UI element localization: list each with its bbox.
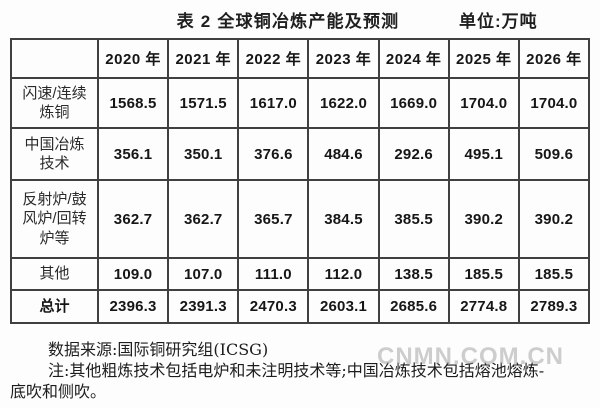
value-cell: 365.7 [237, 179, 310, 259]
value-cell: 2470.3 [237, 289, 310, 324]
value-cell: 2789.3 [517, 289, 591, 324]
table-row-other: 其他 109.0 107.0 111.0 112.0 138.5 185.5 1… [10, 257, 591, 291]
col-header-2020: 2020 年 [96, 38, 170, 79]
value-cell: 350.1 [167, 127, 240, 181]
value-cell: 484.6 [307, 127, 380, 181]
table-row-flash-continuous: 闪速/连续 炼铜 1568.5 1571.5 1617.0 1622.0 166… [10, 77, 591, 129]
value-cell: 2603.1 [307, 289, 380, 324]
unit-label: 单位:万吨 [459, 12, 538, 31]
value-cell: 495.1 [447, 127, 520, 181]
value-cell: 2685.6 [377, 289, 450, 324]
value-cell: 356.1 [96, 127, 170, 181]
row-label: 反射炉/鼓 风炉/回转 炉等 [10, 179, 99, 259]
value-cell: 107.0 [167, 257, 240, 291]
data-source-note: 数据来源:国际铜研究组(ICSG) [48, 340, 269, 359]
value-cell: 2396.3 [96, 289, 170, 324]
value-cell: 1704.0 [517, 77, 591, 129]
value-cell: 2391.3 [167, 289, 240, 324]
value-cell: 1622.0 [307, 77, 380, 129]
value-cell: 390.2 [517, 179, 591, 259]
value-cell: 1568.5 [96, 77, 170, 129]
value-cell: 1571.5 [167, 77, 240, 129]
value-cell: 509.6 [517, 127, 591, 181]
footnotes: 数据来源:国际铜研究组(ICSG) 注:其他粗炼技术包括电炉和未注明技术等;中国… [10, 339, 590, 402]
value-cell: 1617.0 [237, 77, 310, 129]
col-header-2024: 2024 年 [377, 38, 450, 79]
value-cell: 292.6 [377, 127, 450, 181]
value-cell: 376.6 [237, 127, 310, 181]
value-cell: 385.5 [377, 179, 450, 259]
col-header-2023: 2023 年 [307, 38, 380, 79]
row-label: 闪速/连续 炼铜 [10, 77, 99, 129]
row-label: 中国冶炼 技术 [10, 127, 99, 181]
technical-note: 注:其他粗炼技术包括电炉和未注明技术等;中国冶炼技术包括熔池熔炼- 底吹和侧吹。 [10, 361, 545, 401]
row-label: 其他 [10, 257, 99, 291]
value-cell: 390.2 [447, 179, 520, 259]
value-cell: 109.0 [96, 257, 170, 291]
table-row-reverberatory: 反射炉/鼓 风炉/回转 炉等 362.7 362.7 365.7 384.5 3… [10, 179, 591, 259]
value-cell: 138.5 [377, 257, 450, 291]
value-cell: 1704.0 [447, 77, 520, 129]
corner-cell [10, 38, 99, 79]
col-header-2025: 2025 年 [447, 38, 520, 79]
capacity-table: 2020 年 2021 年 2022 年 2023 年 2024 年 2025 … [10, 38, 591, 324]
value-cell: 1669.0 [377, 77, 450, 129]
header-row: 2020 年 2021 年 2022 年 2023 年 2024 年 2025 … [10, 38, 591, 79]
value-cell: 384.5 [307, 179, 380, 259]
value-cell: 2774.8 [447, 289, 520, 324]
col-header-2022: 2022 年 [237, 38, 310, 79]
table-row-china-tech: 中国冶炼 技术 356.1 350.1 376.6 484.6 292.6 49… [10, 127, 591, 181]
value-cell: 112.0 [307, 257, 380, 291]
value-cell: 111.0 [237, 257, 310, 291]
table-title: 表 2 全球铜冶炼产能及预测 [176, 12, 400, 31]
value-cell: 362.7 [96, 179, 170, 259]
col-header-2026: 2026 年 [517, 38, 591, 79]
row-label-total: 总计 [10, 289, 99, 324]
value-cell: 185.5 [517, 257, 591, 291]
title-bar: 表 2 全球铜冶炼产能及预测 单位:万吨 [0, 0, 600, 38]
value-cell: 185.5 [447, 257, 520, 291]
col-header-2021: 2021 年 [167, 38, 240, 79]
table-row-total: 总计 2396.3 2391.3 2470.3 2603.1 2685.6 27… [10, 289, 591, 324]
value-cell: 362.7 [167, 179, 240, 259]
